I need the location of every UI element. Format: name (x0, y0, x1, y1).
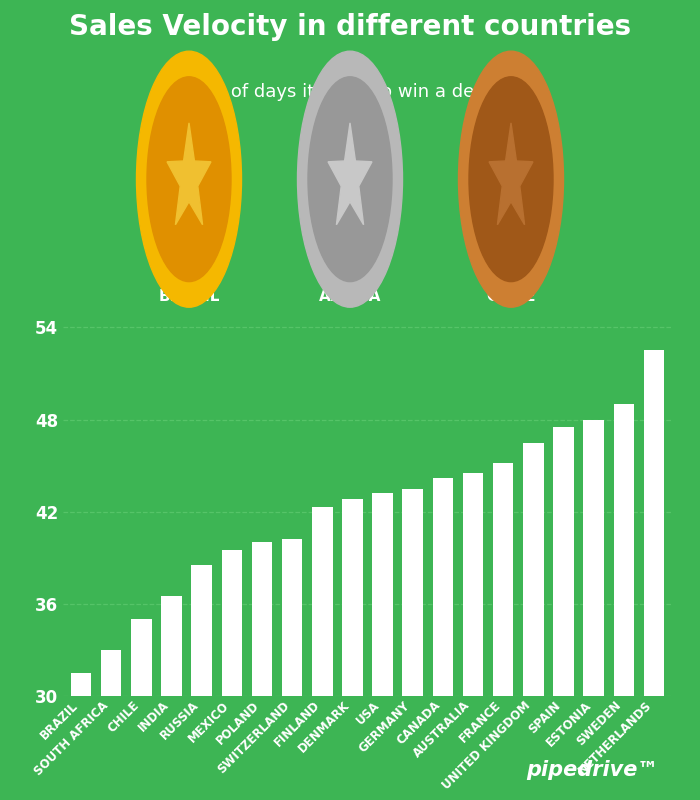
Bar (463, 474, 483, 696)
Bar (161, 596, 182, 696)
Polygon shape (328, 123, 372, 225)
Bar (282, 539, 302, 696)
Bar (372, 494, 393, 696)
Bar (644, 350, 664, 696)
Bar (191, 566, 212, 696)
Bar (493, 462, 513, 696)
Bar (71, 673, 91, 696)
Text: CHILE: CHILE (486, 289, 536, 304)
Polygon shape (167, 123, 211, 225)
Text: pipedrive™: pipedrive™ (526, 760, 658, 780)
Bar (101, 650, 122, 696)
Bar (613, 404, 634, 696)
Bar (402, 489, 423, 696)
Bar (312, 507, 332, 696)
Text: Sales Velocity in different countries: Sales Velocity in different countries (69, 13, 631, 41)
Ellipse shape (469, 77, 553, 282)
Ellipse shape (308, 77, 392, 282)
Text: (# of days it takes to win a deal): (# of days it takes to win a deal) (203, 83, 497, 102)
Bar (583, 419, 604, 696)
Bar (553, 427, 574, 696)
Bar (131, 619, 152, 696)
Ellipse shape (298, 51, 402, 307)
Ellipse shape (458, 51, 564, 307)
Bar (523, 442, 544, 696)
Text: BRAZIL: BRAZIL (158, 289, 220, 304)
Ellipse shape (147, 77, 231, 282)
Bar (222, 550, 242, 696)
Polygon shape (489, 123, 533, 225)
Ellipse shape (136, 51, 241, 307)
Bar (252, 542, 272, 696)
Text: SOUTH
AFRICA: SOUTH AFRICA (318, 272, 382, 304)
Bar (433, 478, 453, 696)
Bar (342, 499, 363, 696)
